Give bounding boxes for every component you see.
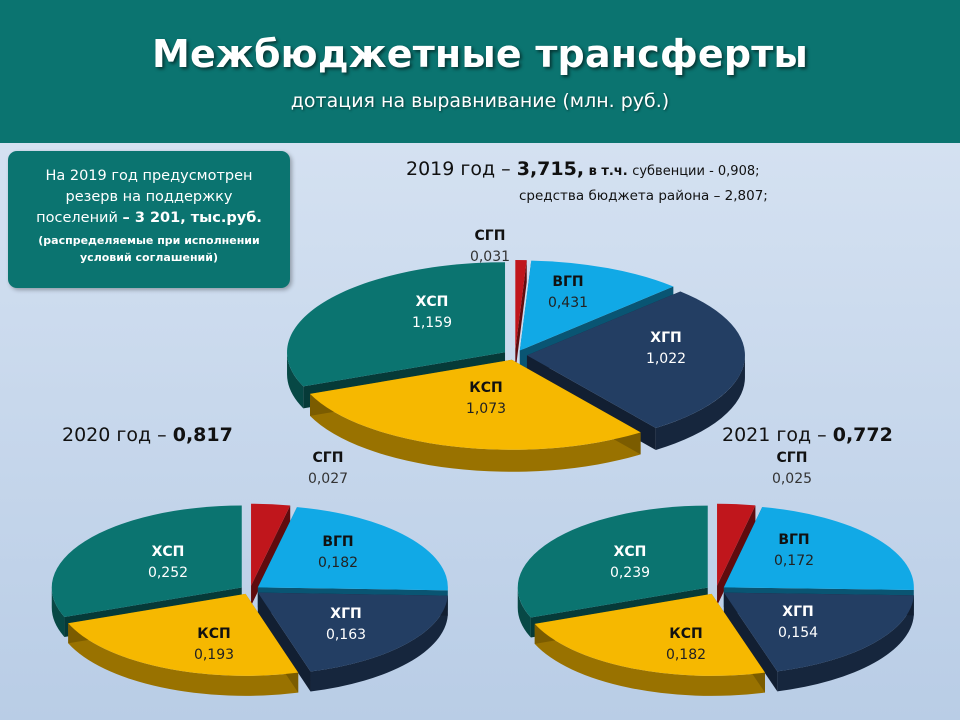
slice-label-ksp: КСП xyxy=(669,626,702,642)
slice-label-vgp: ВГП xyxy=(778,532,809,548)
slice-label-sgp: СГП xyxy=(777,450,808,466)
pie-slice-hgp xyxy=(526,291,745,428)
slice-value-vgp: 0,431 xyxy=(548,295,588,311)
note-line-1: На 2019 год предусмотрен xyxy=(45,168,253,184)
pie-side-hgp xyxy=(655,355,745,450)
slice-label-hgp: ХГП xyxy=(782,604,813,620)
pie-side-ksp xyxy=(68,623,299,696)
slice-label-hsp: ХСП xyxy=(416,294,449,310)
reserve-note: На 2019 год предусмотрен резерв на подде… xyxy=(8,151,290,288)
slice-value-hsp: 0,239 xyxy=(610,565,650,581)
page-title: Межбюджетные трансферты xyxy=(151,32,809,76)
slice-value-hgp: 0,163 xyxy=(326,627,366,643)
pie-slice-ksp xyxy=(68,593,299,676)
slice-label-sgp: СГП xyxy=(313,450,344,466)
note-reserve-amount: – 3 201, тыс.руб. xyxy=(122,210,262,226)
pie-slice-vgp xyxy=(519,260,674,351)
year-2019-subvention-label: субвенции xyxy=(632,164,705,179)
note-line-3: поселений – 3 201, тыс.руб. xyxy=(8,208,290,229)
slice-label-hsp: ХСП xyxy=(614,544,647,560)
pie-side-hgp xyxy=(310,595,448,692)
pie-slice-ksp xyxy=(310,359,641,450)
slice-value-ksp: 1,073 xyxy=(466,401,506,417)
pie-side-ksp xyxy=(310,393,641,472)
pie-slice-sgp xyxy=(251,503,291,586)
note-line-2: резерв на поддержку xyxy=(65,189,233,205)
year-heading-2021: 2021 год – 0,772 xyxy=(722,424,893,446)
slice-value-hsp: 1,159 xyxy=(412,315,452,331)
slice-label-vgp: ВГП xyxy=(322,534,353,550)
header-banner: Межбюджетные трансферты дотация на вырав… xyxy=(0,0,960,143)
pie-side-hsp xyxy=(517,587,531,638)
pie-slice-vgp xyxy=(723,507,914,590)
slice-value-sgp: 0,031 xyxy=(470,249,510,265)
pie-slice-sgp xyxy=(515,260,527,351)
year-2019-budget-detail: средства бюджета района – 2,807; xyxy=(519,188,768,204)
note-line-4: (распределяемые при исполнении xyxy=(38,234,260,247)
year-2019-prefix: 2019 год – xyxy=(406,158,517,180)
pie-slice-hsp xyxy=(51,505,242,617)
slice-label-hgp: ХГП xyxy=(650,330,681,346)
page-subtitle: дотация на выравнивание (млн. руб.) xyxy=(290,90,670,112)
slice-value-hgp: 1,022 xyxy=(646,351,686,367)
note-line-5: условий соглашений) xyxy=(80,251,218,264)
slice-value-sgp: 0,027 xyxy=(308,471,348,487)
slice-value-vgp: 0,172 xyxy=(774,553,814,569)
pie-edge-sgp xyxy=(515,260,527,373)
pie-slice-hgp xyxy=(723,592,914,672)
pie-edge-sgp xyxy=(251,505,291,606)
pie-slice-ksp xyxy=(534,593,765,676)
note-line-3-prefix: поселений xyxy=(36,210,123,226)
year-heading-2019: 2019 год – 3,715, в т.ч. субвенции - 0,9… xyxy=(406,158,760,180)
slice-label-sgp: СГП xyxy=(475,228,506,244)
pie-slice-hsp xyxy=(517,505,708,618)
slice-value-hsp: 0,252 xyxy=(148,565,188,581)
slice-label-hsp: ХСП xyxy=(152,544,185,560)
pie-edge-sgp xyxy=(717,505,756,606)
slice-label-ksp: КСП xyxy=(469,380,502,396)
pie-chart-0: СГП 0,031 ВГП 0,431 ХГП 1,022 КСП 1,073 ХСП 1,159 xyxy=(287,228,745,472)
year-2019-subvention-value: - 0,908; xyxy=(704,164,760,179)
pie-slice-sgp xyxy=(717,503,756,586)
pie-side-hgp xyxy=(777,595,914,692)
pie-chart-2: СГП 0,025 ВГП 0,172 ХГП 0,154 КСП 0,182 ХСП 0,239 xyxy=(517,450,914,696)
slice-label-ksp: КСП xyxy=(197,626,230,642)
pie-edge-hgp xyxy=(723,592,778,692)
slice-value-ksp: 0,182 xyxy=(666,647,706,663)
pie-side-ksp xyxy=(534,623,765,696)
year-2020-total: 0,817 xyxy=(172,424,233,446)
year-2019-total: 3,715, xyxy=(516,158,585,180)
slice-value-vgp: 0,182 xyxy=(318,555,358,571)
slice-value-hgp: 0,154 xyxy=(778,625,818,641)
pie-slice-hsp xyxy=(287,262,506,387)
slice-value-ksp: 0,193 xyxy=(194,647,234,663)
pie-edge-hgp xyxy=(257,592,311,692)
slice-value-sgp: 0,025 xyxy=(772,471,812,487)
slice-label-hgp: ХГП xyxy=(330,606,361,622)
slice-label-vgp: ВГП xyxy=(552,274,583,290)
pie-side-hsp xyxy=(287,352,304,409)
pie-chart-1: СГП 0,027 ВГП 0,182 ХГП 0,163 КСП 0,193 ХСП 0,252 xyxy=(51,450,448,696)
year-2021-total: 0,772 xyxy=(832,424,893,446)
year-heading-2020: 2020 год – 0,817 xyxy=(62,424,233,446)
pie-side-hsp xyxy=(51,587,65,637)
pie-slice-vgp xyxy=(257,507,448,591)
year-2021-prefix: 2021 год – xyxy=(722,424,833,446)
pie-slice-hgp xyxy=(257,592,448,672)
year-2020-prefix: 2020 год – xyxy=(62,424,173,446)
year-2019-detail-prefix: в т.ч. xyxy=(584,164,633,179)
